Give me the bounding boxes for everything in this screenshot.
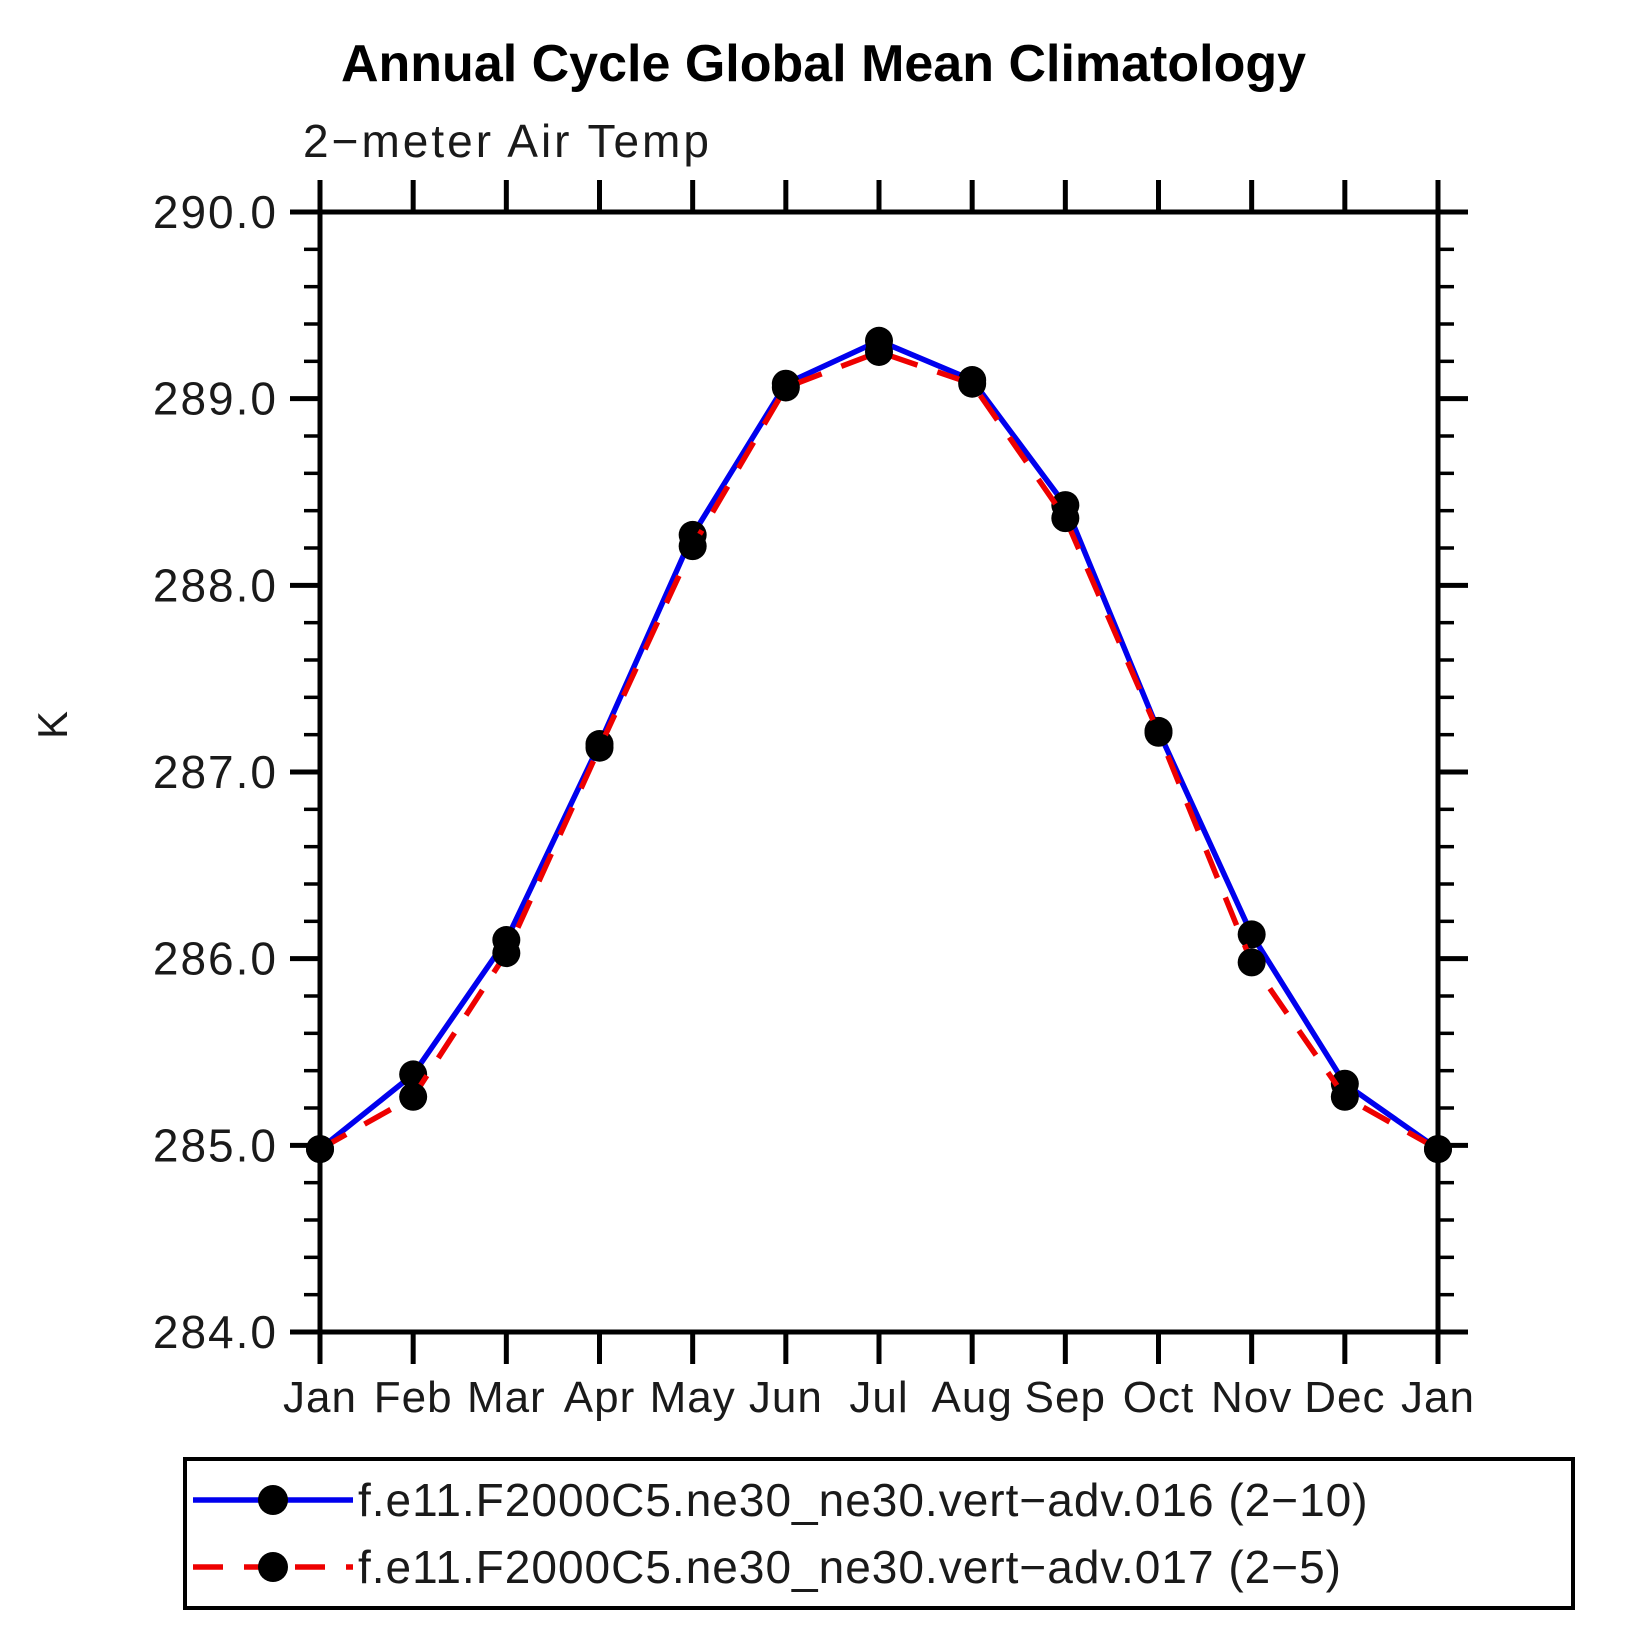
data-point-marker — [1051, 504, 1080, 533]
legend-item-1: f.e11.F2000C5.ne30_ne30.vert−adv.017 (2−… — [193, 1541, 1342, 1593]
data-point-marker — [1424, 1135, 1452, 1164]
series-line-1 — [318, 349, 1440, 1152]
legend-box — [183, 1457, 1575, 1610]
x-tick-label: Mar — [467, 1373, 546, 1422]
data-point-marker — [306, 1135, 334, 1164]
legend-marker — [258, 1485, 288, 1515]
y-tick-label: 288.0 — [153, 559, 278, 611]
x-tick-label: Sep — [1025, 1373, 1106, 1422]
plot-frame — [317, 209, 1441, 1335]
legend-label: f.e11.F2000C5.ne30_ne30.vert−adv.016 (2−… — [358, 1474, 1369, 1526]
x-tick-label: Jun — [749, 1373, 823, 1422]
legend-label: f.e11.F2000C5.ne30_ne30.vert−adv.017 (2−… — [358, 1541, 1342, 1593]
data-point-marker — [585, 733, 614, 762]
y-tick-label: 284.0 — [153, 1306, 278, 1358]
x-tick-label: Jan — [1401, 1373, 1475, 1422]
data-point-marker — [958, 369, 987, 398]
x-tick-label: Feb — [374, 1373, 453, 1422]
axes-frame: 284.0 285.0 286.0 287.0 288.0 289.0 290.0 Jan Fe… — [153, 180, 1475, 1422]
series-1 — [306, 338, 1452, 1164]
chart-subtitle: 2−meter Air Temp — [303, 115, 712, 167]
chart-title: Annual Cycle Global Mean Climatology — [340, 35, 1307, 93]
data-point-marker — [1237, 920, 1266, 949]
y-tick-label: 289.0 — [153, 373, 278, 425]
data-point-marker — [1144, 718, 1173, 747]
x-tick-label: Nov — [1211, 1373, 1292, 1422]
legend-marker — [258, 1552, 288, 1582]
series-line-0 — [318, 337, 1440, 1152]
x-tick-label: Apr — [564, 1373, 635, 1422]
data-point-marker — [399, 1082, 428, 1111]
y-tick-label: 290.0 — [153, 186, 278, 238]
data-point-marker — [492, 939, 521, 968]
legend-item-0: f.e11.F2000C5.ne30_ne30.vert−adv.016 (2−… — [193, 1474, 1369, 1526]
x-tick-label: Oct — [1123, 1373, 1194, 1422]
x-tick-label: Dec — [1304, 1373, 1385, 1422]
data-point-marker — [678, 532, 707, 561]
y-tick-label: 285.0 — [153, 1119, 278, 1171]
legend: f.e11.F2000C5.ne30_ne30.vert−adv.016 (2−… — [183, 1457, 1575, 1610]
data-point-marker — [1237, 948, 1266, 977]
y-tick-label: 287.0 — [153, 746, 278, 798]
x-tick-label: Aug — [932, 1373, 1013, 1422]
data-point-marker — [771, 373, 800, 402]
series-0 — [306, 326, 1452, 1164]
x-tick-label: Jul — [849, 1373, 908, 1422]
y-tick-label: 286.0 — [153, 933, 278, 985]
x-tick-label: May — [650, 1373, 736, 1422]
data-point-marker — [1330, 1082, 1359, 1111]
data-point-marker — [865, 338, 893, 366]
x-tick-label: Jan — [283, 1373, 357, 1422]
